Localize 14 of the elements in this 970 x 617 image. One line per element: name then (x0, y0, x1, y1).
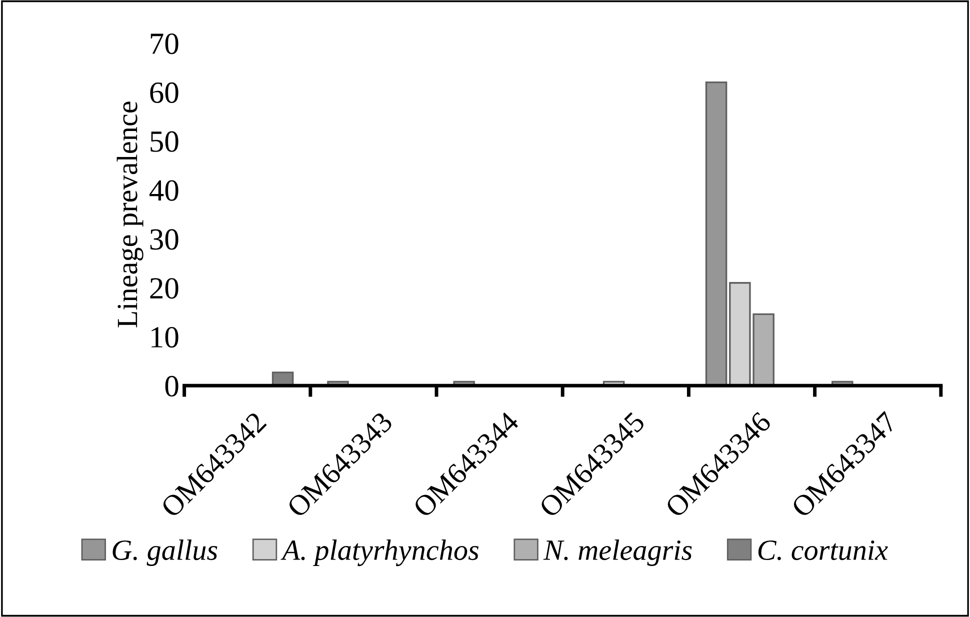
y-tick-label: 30 (150, 229, 178, 250)
y-axis-title: Lineage prevalence (116, 102, 144, 328)
y-tick-label: 60 (150, 82, 178, 104)
legend-label: A. platyrhynchos (280, 540, 478, 566)
legend-label: C. cortunix (758, 540, 888, 560)
legend-label: N. meleagris (543, 540, 692, 566)
y-tick-label: 10 (152, 326, 178, 348)
y-tick-label: 0 (165, 376, 178, 397)
y-tick-label: 50 (150, 131, 178, 152)
y-tick-label: 20 (150, 278, 178, 299)
y-tick-label: 70 (150, 33, 178, 54)
legend-label: G. gallus (112, 540, 218, 566)
bar (705, 81, 728, 386)
y-tick-label: 40 (149, 180, 178, 201)
